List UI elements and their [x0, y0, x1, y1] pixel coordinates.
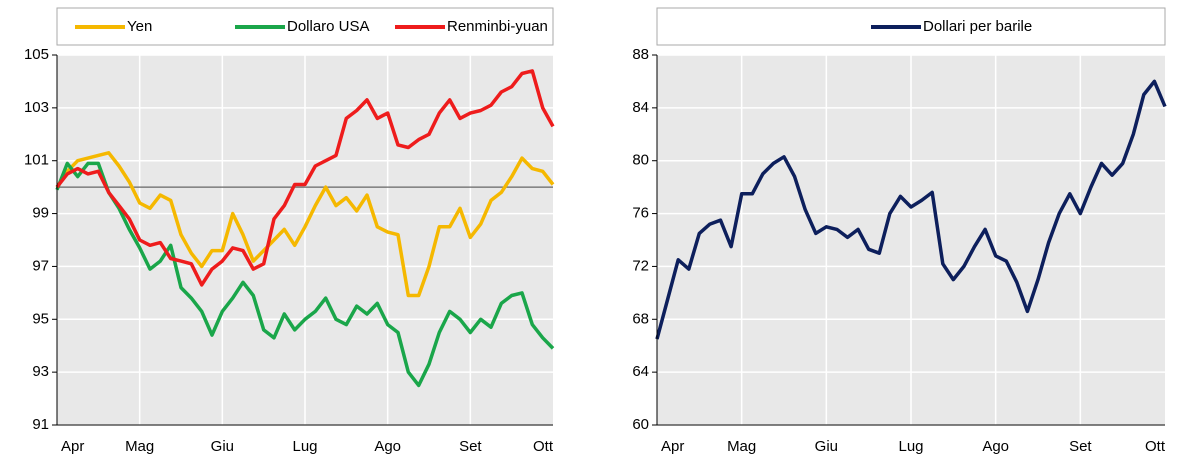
y-tick-label: 91 [32, 416, 49, 433]
y-tick-label: 88 [632, 46, 649, 63]
series-line [55, 69, 555, 287]
y-tick-label: 99 [32, 205, 49, 222]
x-tick-label: Mag [125, 438, 154, 455]
y-tick-label: 68 [632, 310, 649, 327]
x-tick-label: Giu [815, 438, 838, 455]
y-tick-label: 103 [24, 99, 49, 116]
x-tick-label: Lug [898, 438, 923, 455]
x-tick-label: Ago [982, 438, 1009, 455]
y-tick-label: 93 [32, 363, 49, 380]
x-tick-label: Lug [292, 438, 317, 455]
x-tick-label: Ott [1145, 438, 1166, 455]
legend-box [56, 7, 554, 46]
series-line [655, 79, 1167, 340]
x-tick-label: Set [459, 438, 482, 455]
x-tick-label: Apr [61, 438, 84, 455]
y-tick-label: 80 [632, 152, 649, 169]
legend-label: Yen [127, 18, 152, 35]
x-tick-label: Giu [211, 438, 234, 455]
y-tick-label: 72 [632, 257, 649, 274]
series-line [55, 161, 555, 388]
y-tick-label: 60 [632, 416, 649, 433]
legend-label: Dollari per barile [923, 18, 1032, 35]
y-tick-label: 101 [24, 152, 49, 169]
x-tick-label: Ott [533, 438, 554, 455]
x-tick-label: Ago [374, 438, 401, 455]
y-tick-label: 97 [32, 257, 49, 274]
y-tick-label: 105 [24, 46, 49, 63]
y-tick-label: 84 [632, 99, 649, 116]
x-tick-label: Set [1069, 438, 1092, 455]
y-tick-label: 76 [632, 205, 649, 222]
legend-label: Dollaro USA [287, 18, 370, 35]
y-tick-label: 64 [632, 363, 649, 380]
x-tick-label: Mag [727, 438, 756, 455]
series-line [55, 151, 555, 298]
x-tick-label: Apr [661, 438, 684, 455]
y-tick-label: 95 [32, 310, 49, 327]
legend-label: Renminbi-yuan [447, 18, 548, 35]
